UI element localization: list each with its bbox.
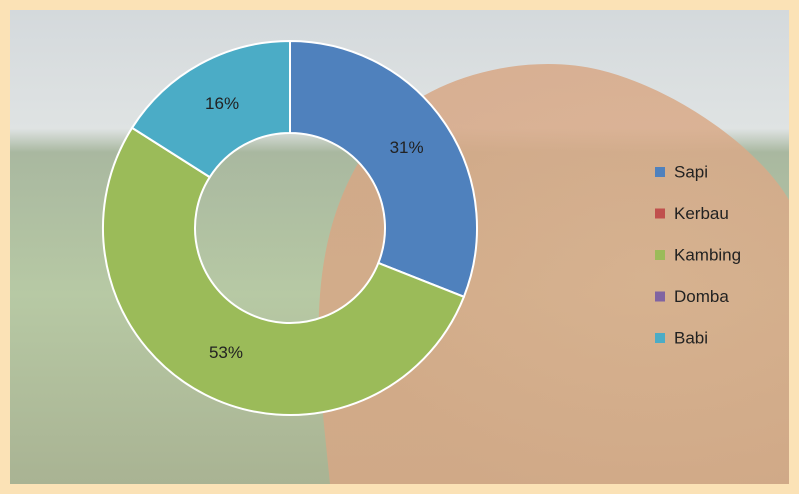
- legend-label: Kerbau: [674, 204, 729, 223]
- legend-swatch: [655, 208, 665, 219]
- donut-segment: [130, 39, 291, 179]
- data-label: 31%: [390, 138, 424, 157]
- legend-label: Babi: [674, 328, 708, 347]
- donut: 31% 53% 16%: [102, 39, 478, 416]
- legend-label: Sapi: [674, 162, 708, 181]
- donut-segment: [102, 126, 466, 416]
- legend-swatch: [655, 250, 665, 260]
- donut-segment: [289, 39, 478, 299]
- data-label: 53%: [209, 343, 243, 362]
- legend-swatch: [655, 167, 665, 177]
- data-label: 16%: [205, 94, 239, 113]
- legend-swatch: [655, 333, 665, 343]
- legend-label: Domba: [674, 287, 729, 306]
- legend: Sapi Kerbau Kambing Domba Babi: [655, 162, 741, 347]
- legend-swatch: [655, 291, 665, 302]
- legend-label: Kambing: [674, 245, 741, 264]
